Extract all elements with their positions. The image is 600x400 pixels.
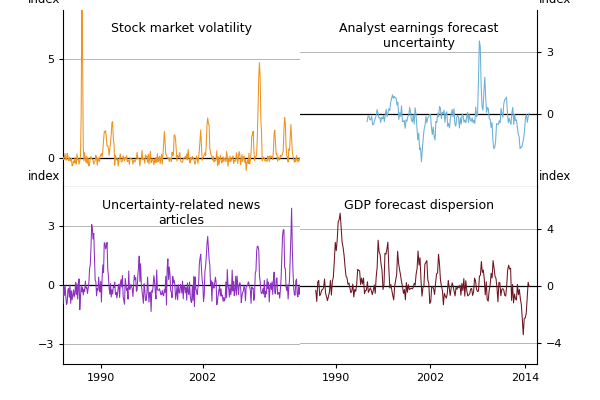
Text: Uncertainty-related news
articles: Uncertainty-related news articles — [103, 199, 260, 227]
Text: GDP forecast dispersion: GDP forecast dispersion — [343, 199, 493, 212]
Text: Stock market volatility: Stock market volatility — [111, 22, 252, 35]
Text: Analyst earnings forecast
uncertainty: Analyst earnings forecast uncertainty — [339, 22, 498, 50]
Text: index: index — [28, 0, 61, 6]
Text: index: index — [28, 170, 61, 184]
Text: index: index — [539, 0, 572, 6]
Text: index: index — [539, 170, 572, 184]
